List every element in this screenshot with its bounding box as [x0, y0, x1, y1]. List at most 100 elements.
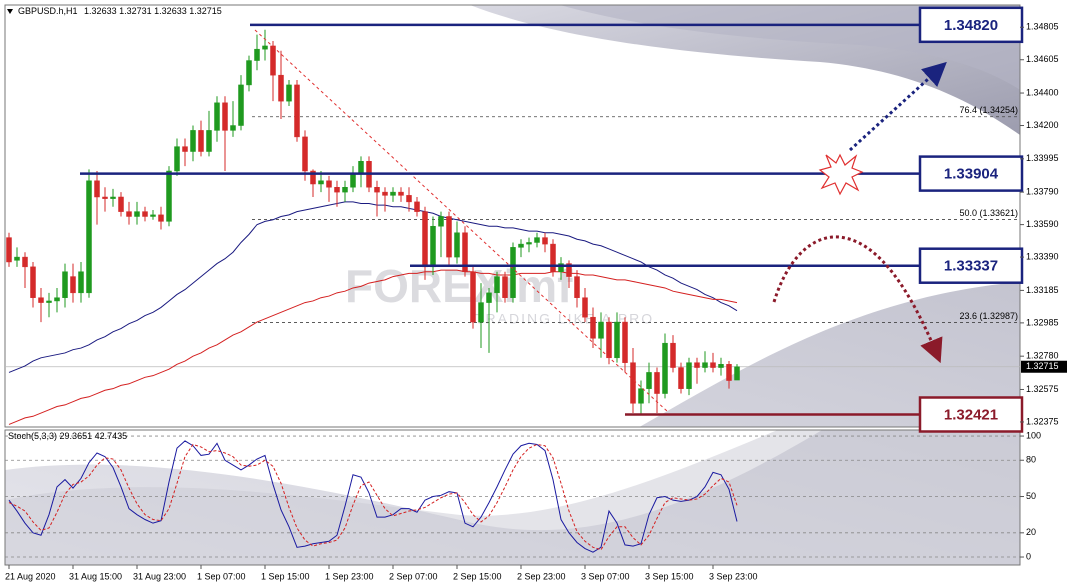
main-background: [5, 5, 1020, 427]
candle-body: [486, 292, 492, 303]
candle-body: [38, 297, 44, 303]
x-tick-label: 2 Sep 15:00: [453, 571, 502, 581]
candle-body: [710, 362, 716, 368]
candle-body: [62, 271, 68, 298]
y-tick-label: 1.32985: [1026, 317, 1059, 327]
y-tick-label: 1.33185: [1026, 285, 1059, 295]
candle-body: [638, 388, 644, 404]
candle-body: [614, 321, 620, 359]
x-tick-label: 21 Aug 2020: [5, 571, 56, 581]
candle-body: [222, 102, 228, 131]
x-tick-label: 2 Sep 07:00: [389, 571, 438, 581]
candle-body: [630, 362, 636, 404]
candle-body: [398, 191, 404, 196]
candle-body: [334, 186, 340, 193]
candle-body: [622, 321, 628, 363]
fib-label: 76.4 (1.34254): [959, 105, 1018, 115]
main-frame: [4, 4, 1021, 428]
candle-body: [686, 362, 692, 389]
stoch-header: Stoch(5,3,3) 29.3651 42.7435: [8, 431, 127, 441]
candle-body: [318, 180, 324, 185]
x-tick-label: 31 Aug 23:00: [133, 571, 186, 581]
candle-body: [110, 196, 116, 199]
y-tick-label: 1.33590: [1026, 219, 1059, 229]
level-box: [918, 6, 1024, 44]
candle-body: [246, 60, 252, 86]
candle-body: [182, 146, 188, 152]
level-label: 1.33904: [944, 166, 999, 183]
stoch-frame: [4, 429, 1021, 566]
candle-body: [70, 276, 76, 294]
candle-body: [590, 316, 596, 339]
stoch-d-last: 42.7435: [95, 431, 128, 441]
candle-body: [606, 321, 612, 359]
candle-body: [126, 211, 132, 217]
candle-body: [230, 125, 236, 131]
candle-body: [598, 321, 604, 339]
candle-body: [390, 191, 396, 196]
candle-body: [286, 84, 292, 102]
y-tick-label: 1.33790: [1026, 186, 1059, 196]
candle-body: [54, 297, 60, 302]
moving-average: [8, 269, 738, 425]
price-tag: [1021, 360, 1067, 373]
fib-label: 23.6 (1.32987): [959, 311, 1018, 321]
symbol: GBPUSD.h,H1: [18, 6, 78, 16]
y-tick-label: 1.34805: [1026, 22, 1059, 32]
candle-body: [726, 364, 732, 381]
candle-body: [102, 196, 108, 199]
candle-body: [422, 211, 428, 268]
candle-body: [454, 232, 460, 258]
candle-body: [118, 196, 124, 212]
candle-body: [302, 136, 308, 172]
candle-layer: [6, 29, 740, 415]
candle-body: [294, 84, 300, 138]
x-tick-label: 31 Aug 15:00: [69, 571, 122, 581]
candle-body: [134, 211, 140, 217]
candle-body: [382, 191, 388, 196]
candle-body: [254, 48, 260, 61]
level-box: [918, 155, 1024, 192]
candle-body: [150, 214, 156, 217]
candle-body: [734, 366, 740, 381]
candle-body: [574, 276, 580, 298]
y-tick-label: 1.34605: [1026, 54, 1059, 64]
candle-body: [46, 300, 52, 303]
candle-body: [526, 242, 532, 245]
candle-body: [374, 186, 380, 193]
candle-body: [494, 276, 500, 294]
y-tick-label: 1.33995: [1026, 153, 1059, 163]
x-tick-label: 1 Sep 15:00: [261, 571, 310, 581]
ma-layer: [8, 201, 738, 425]
candle-body: [158, 214, 164, 222]
candle-body: [14, 256, 20, 261]
candle-body: [206, 130, 212, 152]
candle-body: [310, 170, 316, 185]
stoch-tick-label: 0: [1026, 551, 1031, 561]
candle-body: [326, 180, 332, 188]
candle-body: [670, 342, 676, 368]
candle-body: [694, 362, 700, 368]
stoch-k-line: [8, 440, 738, 553]
x-tick-label: 1 Sep 23:00: [325, 571, 374, 581]
candle-body: [238, 84, 244, 126]
symbol-header: GBPUSD.h,H1 1.32633 1.32731 1.32633 1.32…: [18, 6, 222, 16]
level-label: 1.33337: [944, 258, 998, 275]
candle-body: [470, 271, 476, 323]
candle-body: [262, 45, 268, 50]
candle-body: [518, 243, 524, 248]
candle-body: [438, 216, 444, 227]
x-tick-label: 1 Sep 07:00: [197, 571, 246, 581]
y-tick-label: 1.33390: [1026, 251, 1059, 261]
y-tick-label: 1.32780: [1026, 351, 1059, 361]
candle-body: [358, 161, 364, 175]
candle-body: [94, 180, 100, 198]
decor-wave: [5, 282, 1020, 427]
stoch-tick-label: 80: [1026, 455, 1036, 465]
menu-icon: [7, 9, 13, 14]
candle-body: [678, 367, 684, 389]
stoch-tick-label: 50: [1026, 491, 1036, 501]
trend-line: [254, 29, 669, 413]
x-tick-label: 3 Sep 07:00: [581, 571, 630, 581]
